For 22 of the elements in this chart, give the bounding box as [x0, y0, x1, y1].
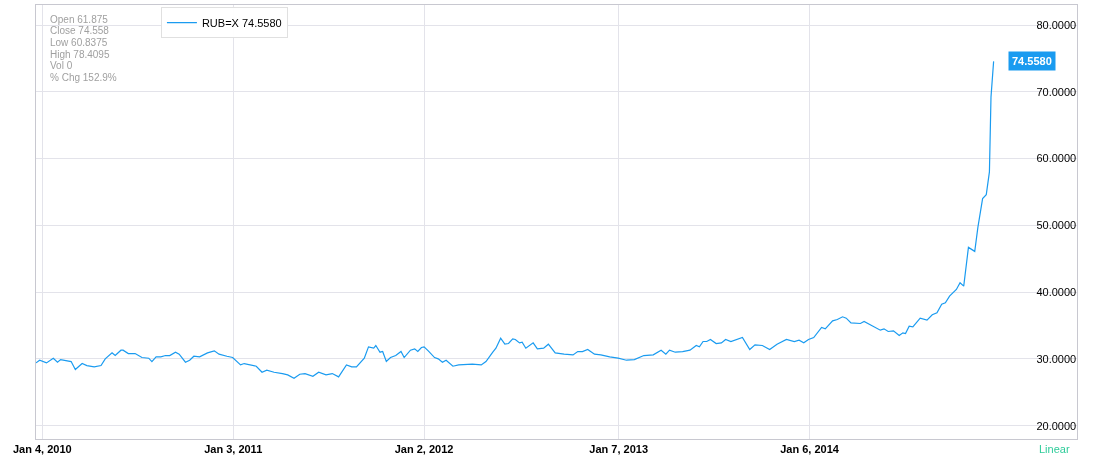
text: Linear — [1039, 443, 1070, 455]
x-tick-label: Jan 4, 2010 — [12, 443, 72, 456]
annotation: Close 74.558 — [50, 25, 110, 36]
y-tick-label: 70.0000 — [1036, 85, 1077, 98]
legend-label: RUB=X 74.5580 — [201, 16, 282, 29]
annotation: Low 60.8375 — [50, 37, 108, 48]
x-tick-label: Jan 3, 2011 — [204, 443, 263, 456]
x-tick-label: Jan 2, 2012 — [394, 443, 454, 456]
y-tick-label: 30.0000 — [1036, 352, 1077, 365]
y-tick-label: 50.0000 — [1036, 219, 1077, 232]
x-tick-label: Jan 6, 2014 — [780, 443, 840, 456]
annotation: High 78.4095 — [50, 49, 110, 60]
annotation: 74.5580 — [1012, 55, 1052, 67]
annotation: Open 61.875 — [50, 14, 109, 25]
y-tick-label: 40.0000 — [1036, 285, 1077, 298]
y-tick-label: 60.0000 — [1036, 152, 1077, 165]
y-tick-label: 80.0000 — [1036, 18, 1077, 31]
line-series — [36, 60, 995, 379]
annotation: % Chg 152.9% — [50, 72, 117, 83]
x-tick-label: Jan 7, 2013 — [589, 443, 649, 456]
annotation: Vol 0 — [50, 60, 73, 71]
y-tick-label: 20.0000 — [1036, 419, 1077, 432]
